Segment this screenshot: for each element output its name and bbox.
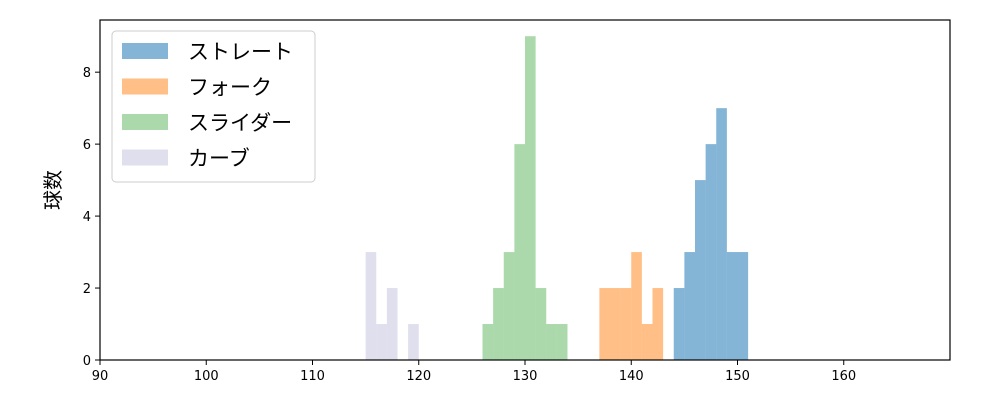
bar-1-5: [652, 288, 664, 360]
y-tick-label-0: 0: [83, 354, 91, 369]
x-tick-label-4: 130: [513, 369, 538, 384]
bar-3-3: [408, 324, 419, 360]
bar-0-2: [695, 180, 706, 360]
y-tick-label-4: 8: [83, 66, 91, 81]
bar-0-6: [737, 252, 749, 360]
legend-label-3: カーブ: [188, 147, 250, 171]
bar-2-2: [503, 252, 515, 360]
histogram-bars: [365, 36, 749, 360]
y-axis: 0 2 4 6 8: [83, 66, 100, 369]
legend-frame: [111, 30, 316, 183]
bar-2-7: [556, 324, 568, 360]
bar-2-1: [493, 288, 504, 360]
legend-label-1: フォーク: [188, 76, 272, 100]
bar-2-6: [546, 324, 557, 360]
bar-0-4: [716, 108, 727, 360]
bar-0-5: [726, 252, 738, 360]
legend-swatch-3: [122, 149, 168, 166]
bar-2-5: [535, 288, 547, 360]
bar-1-0: [599, 288, 610, 360]
y-tick-label-1: 2: [83, 282, 91, 297]
x-tick-label-3: 120: [406, 369, 431, 384]
bar-0-3: [705, 144, 717, 360]
bar-0-1: [684, 252, 695, 360]
bar-2-3: [514, 144, 525, 360]
legend-label-0: ストレート: [188, 40, 293, 64]
y-tick-label-3: 6: [83, 138, 91, 153]
legend-swatch-2: [122, 114, 168, 130]
bar-3-0: [365, 252, 377, 360]
bar-3-1: [376, 324, 387, 360]
y-axis-label: 球数: [41, 170, 65, 210]
x-tick-label-2: 110: [300, 369, 325, 384]
x-axis: 90 100 110 120 130 140 150 160: [92, 360, 856, 384]
x-tick-label-5: 140: [619, 369, 644, 384]
x-tick-label-7: 160: [831, 369, 856, 384]
legend-swatch-1: [122, 78, 168, 95]
bar-0-0: [673, 288, 685, 360]
bar-1-3: [631, 252, 642, 360]
x-tick-label-6: 150: [725, 369, 750, 384]
x-tick-label-1: 100: [194, 369, 219, 384]
bar-2-4: [525, 36, 536, 360]
bar-1-2: [620, 288, 632, 360]
bar-2-0: [482, 324, 494, 360]
y-tick-label-2: 4: [83, 210, 91, 225]
bar-3-2: [386, 288, 398, 360]
bar-1-1: [610, 288, 621, 360]
x-tick-label-0: 90: [92, 369, 109, 384]
bar-1-4: [641, 324, 653, 360]
legend-swatch-0: [122, 43, 168, 59]
legend-label-2: スライダー: [188, 111, 292, 135]
